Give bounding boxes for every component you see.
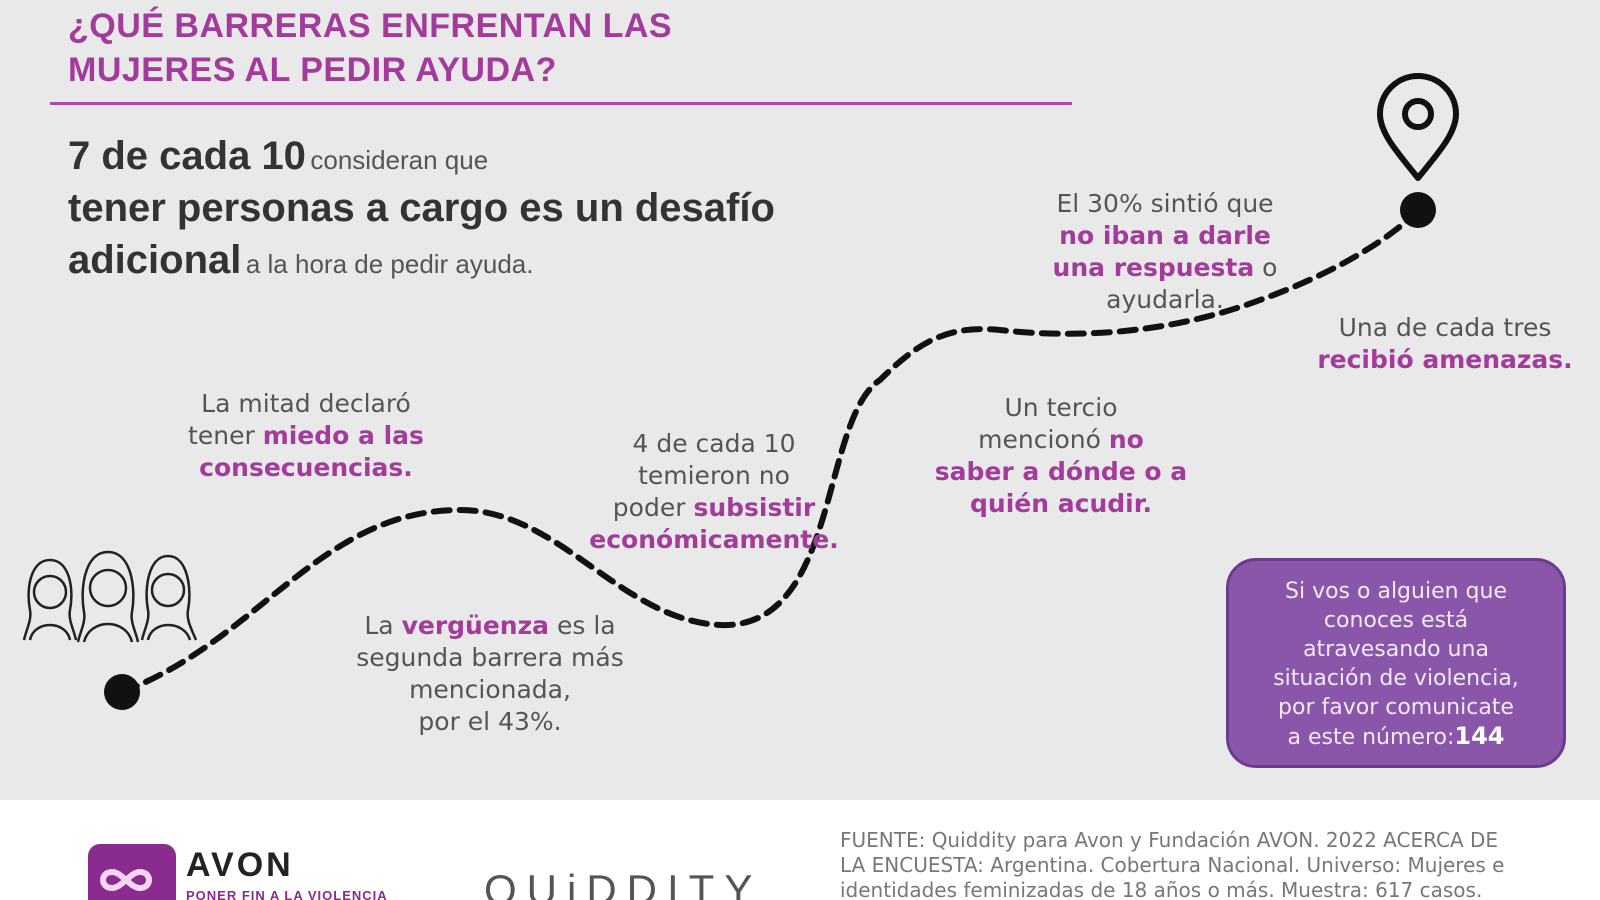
source-line-3: identidades feminizadas de 18 años o más… <box>840 878 1483 900</box>
headline-stat: 7 de cada 10 <box>68 134 306 178</box>
infographic-main: ¿QUÉ BARRERAS ENFRENTAN LAS MUJERES AL P… <box>22 4 1590 768</box>
note-economico-highlight-1: subsistir <box>693 493 816 522</box>
note-verguenza-line-4: por el 43%. <box>418 707 562 736</box>
title-line-1: ¿QUÉ BARRERAS ENFRENTAN LAS <box>68 7 673 45</box>
helpline-line-6: a este número: <box>1287 725 1455 750</box>
note-economico-line-3a: poder <box>612 493 694 522</box>
helpline-box: Si vos o alguien que conoces está atrave… <box>1226 558 1566 768</box>
helpline-line-3: atravesando una <box>1303 637 1489 662</box>
path-start-dot <box>104 674 140 710</box>
note-tercio-highlight-1: no <box>1108 425 1144 454</box>
note-respuesta: El 30% sintió que no iban a darle una re… <box>1020 188 1310 316</box>
avon-infinity-logo-icon <box>100 868 152 892</box>
note-tercio-line-2a: mencionó <box>978 425 1109 454</box>
note-verguenza-highlight: vergüenza <box>401 611 550 640</box>
brand-name: AVON <box>186 846 294 884</box>
partner-logo: QUiDDITY <box>484 866 763 900</box>
helpline-line-1: Si vos o alguien que <box>1285 579 1507 604</box>
journey-path-graphic <box>22 73 1459 710</box>
footer: AVON PONER FIN A LA VIOLENCIA QUiDDITY F… <box>0 800 1600 900</box>
note-verguenza-line-2: segunda barrera más <box>356 643 624 672</box>
source-line-2: LA ENCUESTA: Argentina. Cobertura Nacion… <box>840 853 1505 877</box>
note-verguenza-line-1a: La <box>364 611 402 640</box>
brand-tagline: PONER FIN A LA VIOLENCIA <box>186 888 388 900</box>
note-miedo-highlight-2: consecuencias. <box>199 453 413 482</box>
page-title: ¿QUÉ BARRERAS ENFRENTAN LAS MUJERES AL P… <box>68 4 1068 92</box>
avon-logo-mark <box>88 844 176 900</box>
note-respuesta-line-1: El 30% sintió que <box>1056 189 1274 218</box>
dashed-path <box>119 207 1421 695</box>
source-line-1: FUENTE: Quiddity para Avon y Fundación A… <box>840 828 1499 852</box>
note-respuesta-highlight-2: una respuesta <box>1052 253 1255 282</box>
title-divider <box>50 102 1072 105</box>
note-verguenza: La vergüenza es la segunda barrera más m… <box>330 610 650 738</box>
note-verguenza-line-1c: es la <box>549 611 616 640</box>
note-respuesta-highlight-1: no iban a darle <box>1059 221 1271 250</box>
headline-text-2: tener personas a cargo es un desafío <box>68 186 775 230</box>
note-tercio: Un tercio mencionó no saber a dónde o a … <box>916 392 1206 520</box>
headline: 7 de cada 10 consideran que tener person… <box>68 130 968 286</box>
note-economico-line-2: temieron no <box>638 461 790 490</box>
note-economico-line-1: 4 de cada 10 <box>632 429 796 458</box>
note-miedo-highlight-1: miedo a las <box>262 421 424 450</box>
note-amenazas-line-1: Una de cada tres <box>1338 313 1552 342</box>
note-miedo-line-1: La mitad declaró <box>201 389 411 418</box>
source-note: FUENTE: Quiddity para Avon y Fundación A… <box>840 828 1580 900</box>
helpline-line-2: conoces está <box>1323 608 1469 633</box>
title-line-2: MUJERES AL PEDIR AYUDA? <box>68 51 557 89</box>
headline-text-4: a la hora de pedir ayuda. <box>245 249 534 279</box>
path-end-dot <box>1400 192 1436 228</box>
note-amenazas-highlight: recibió amenazas. <box>1317 345 1573 374</box>
note-verguenza-line-3: mencionada, <box>409 675 571 704</box>
note-economico-highlight-2: económicamente. <box>589 525 839 554</box>
note-respuesta-line-3b: o <box>1254 253 1278 282</box>
helpline-line-4: situación de violencia, <box>1273 666 1519 691</box>
note-miedo-line-2a: tener <box>188 421 263 450</box>
note-economico: 4 de cada 10 temieron no poder subsistir… <box>574 428 854 556</box>
headline-text-1: consideran que <box>310 145 489 175</box>
location-pin-icon <box>1377 73 1459 181</box>
helpline-line-5: por favor comunicate <box>1278 695 1514 720</box>
headline-text-3: adicional <box>68 238 242 282</box>
helpline-number: 144 <box>1454 722 1505 750</box>
note-tercio-highlight-3: quién acudir. <box>970 489 1152 518</box>
note-miedo: La mitad declaró tener miedo a las conse… <box>176 388 436 484</box>
note-respuesta-line-4: ayudarla. <box>1106 285 1224 314</box>
note-tercio-highlight-2: saber a dónde o a <box>934 457 1188 486</box>
note-tercio-line-1: Un tercio <box>1004 393 1118 422</box>
women-group-icon <box>22 550 198 643</box>
note-amenazas: Una de cada tres recibió amenazas. <box>1300 312 1590 376</box>
